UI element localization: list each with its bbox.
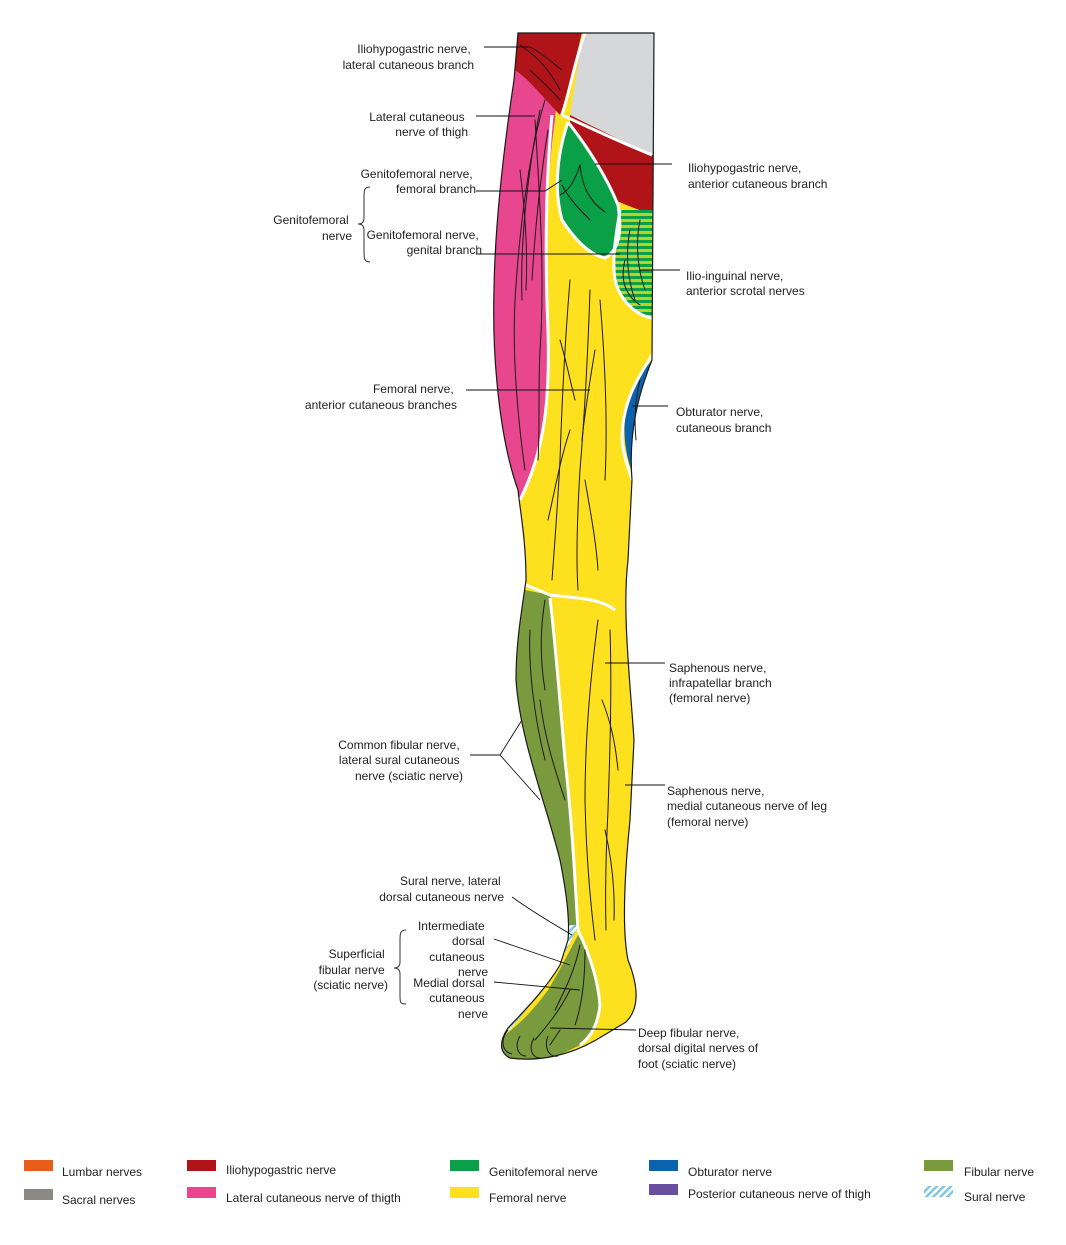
label-line: dorsal	[452, 934, 485, 948]
legend-swatch	[187, 1187, 216, 1198]
label-line: anterior cutaneous branches	[305, 398, 457, 412]
legend-label: Sural nerve	[964, 1190, 1026, 1204]
legend-swatch	[187, 1160, 216, 1171]
legend-label: Posterior cutaneous nerve of thigh	[688, 1187, 871, 1201]
label-sup-fib-group: Superficial fibular nerve (sciatic nerve…	[313, 947, 388, 992]
label-line: cutaneous	[429, 950, 484, 964]
legend-label: Sacral nerves	[62, 1193, 135, 1207]
label-line: genital branch	[407, 243, 482, 257]
ilio-inguinal-region	[613, 210, 654, 318]
label-line: anterior scrotal nerves	[686, 284, 805, 298]
label-line: dorsal digital nerves of	[638, 1041, 759, 1055]
label-line: Saphenous nerve,	[667, 784, 764, 798]
label-line: anterior cutaneous branch	[688, 177, 827, 191]
label-line: (femoral nerve)	[669, 691, 750, 705]
label-ilio-ant: Iliohypogastric nerve, anterior cutaneou…	[688, 161, 827, 191]
label-line: cutaneous branch	[676, 421, 771, 435]
legend-label: Lumbar nerves	[62, 1165, 142, 1179]
foot-fibular-region	[493, 935, 600, 1060]
label-line: nerve	[458, 1007, 488, 1021]
legend-swatch	[649, 1184, 678, 1195]
legend-label: Femoral nerve	[489, 1191, 567, 1205]
nerve-branches	[513, 44, 646, 1046]
legend-label: Lateral cutaneous nerve of thigth	[226, 1191, 401, 1205]
label-genito-gen: Genitofemoral nerve, genital branch	[367, 228, 482, 257]
label-sural-lat: Sural nerve, lateral dorsal cutaneous ne…	[379, 874, 504, 904]
label-medial-dorsal: Medial dorsal cutaneous nerve	[413, 976, 488, 1021]
label-ilio-lat: Iliohypogastric nerve, lateral cutaneous…	[343, 42, 474, 72]
label-line: Sural nerve, lateral	[400, 874, 501, 888]
legend-label: Iliohypogastric nerve	[226, 1163, 336, 1177]
legend-swatch	[924, 1186, 953, 1197]
label-line: infrapatellar branch	[669, 676, 772, 690]
label-genito-fem: Genitofemoral nerve, femoral branch	[361, 167, 476, 196]
label-line: Genitofemoral	[273, 213, 348, 227]
label-line: Deep fibular nerve,	[638, 1026, 739, 1040]
legend: Lumbar nerves Sacral nerves Iliohypogast…	[24, 1160, 1034, 1207]
leg-outline	[493, 32, 655, 1060]
legend-swatch	[24, 1189, 53, 1200]
leader-lines	[466, 46, 680, 1031]
genitofemoral-brace	[357, 186, 371, 263]
legend-swatch	[450, 1160, 479, 1171]
label-line: Ilio-inguinal nerve,	[686, 269, 783, 283]
leg-regions	[493, 33, 654, 1060]
label-line: foot (sciatic nerve)	[638, 1057, 736, 1071]
legend-swatch	[924, 1160, 953, 1171]
label-saph-medial: Saphenous nerve, medial cutaneous nerve …	[667, 784, 830, 829]
label-line: (femoral nerve)	[667, 815, 748, 829]
label-ilio-inguinal: Ilio-inguinal nerve, anterior scrotal ne…	[686, 269, 805, 298]
label-common-fib: Common fibular nerve, lateral sural cuta…	[338, 738, 463, 783]
label-obturator: Obturator nerve, cutaneous branch	[676, 405, 771, 435]
label-line: lateral sural cutaneous	[339, 753, 460, 767]
label-line: cutaneous	[429, 991, 484, 1005]
legend-swatch	[450, 1187, 479, 1198]
genitofemoral-region	[557, 122, 620, 258]
label-line: Saphenous nerve,	[669, 661, 766, 675]
label-line: nerve of thigh	[395, 125, 468, 139]
label-line: (sciatic nerve)	[313, 978, 388, 992]
superficial-fibular-brace	[393, 929, 407, 1005]
label-line: lateral cutaneous branch	[343, 58, 474, 72]
label-line: Lateral cutaneous	[369, 110, 464, 124]
label-line: dorsal cutaneous nerve	[379, 890, 504, 904]
label-femoral-ant: Femoral nerve, anterior cutaneous branch…	[305, 382, 457, 412]
legend-swatch	[24, 1160, 53, 1171]
label-line: Obturator nerve,	[676, 405, 763, 419]
label-line: fibular nerve	[319, 963, 385, 977]
label-line: Genitofemoral nerve,	[367, 228, 479, 242]
label-line: Superficial	[329, 947, 385, 961]
label-line: Iliohypogastric nerve,	[688, 161, 801, 175]
legend-swatch	[649, 1160, 678, 1171]
legend-label: Genitofemoral nerve	[489, 1165, 598, 1179]
label-deep-fib: Deep fibular nerve, dorsal digital nerve…	[638, 1026, 761, 1071]
label-saph-infra: Saphenous nerve, infrapatellar branch (f…	[669, 661, 775, 705]
toes	[502, 1029, 559, 1059]
label-line: medial cutaneous nerve of leg	[667, 799, 827, 813]
label-line: Genitofemoral nerve,	[361, 167, 473, 181]
label-line: Intermediate	[418, 919, 485, 933]
label-line: Iliohypogastric nerve,	[357, 42, 470, 56]
label-interm-dorsal: Intermediate dorsal cutaneous nerve	[418, 919, 488, 979]
label-line: Common fibular nerve,	[338, 738, 459, 752]
label-line: nerve	[458, 965, 488, 979]
gray-region	[570, 33, 654, 155]
legend-label: Fibular nerve	[964, 1165, 1034, 1179]
label-line: nerve (sciatic nerve)	[355, 769, 463, 783]
label-line: femoral branch	[396, 182, 476, 196]
label-line: Femoral nerve,	[373, 382, 454, 396]
label-line: nerve	[322, 229, 352, 243]
legend-label: Obturator nerve	[688, 1165, 772, 1179]
label-genito-group: Genitofemoral nerve	[273, 213, 352, 243]
label-lat-cut-thigh: Lateral cutaneous nerve of thigh	[369, 110, 468, 139]
label-line: Medial dorsal	[413, 976, 484, 990]
